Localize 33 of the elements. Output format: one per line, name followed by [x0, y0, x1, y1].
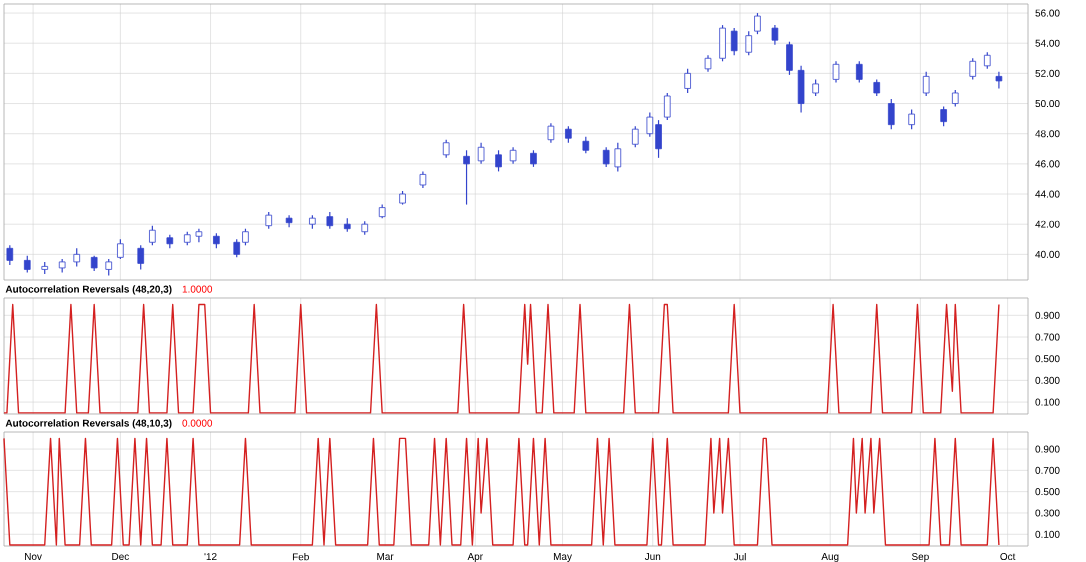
candlestick	[233, 238, 241, 258]
candlestick	[442, 139, 450, 159]
candlestick	[771, 24, 779, 46]
candlestick	[786, 41, 793, 76]
candlestick	[614, 142, 622, 173]
candlestick	[663, 92, 671, 121]
candlestick	[940, 105, 947, 127]
candlestick	[719, 24, 726, 62]
candlestick	[797, 65, 805, 114]
candlestick	[137, 244, 145, 271]
candlestick	[631, 125, 639, 148]
candlestick	[73, 247, 81, 268]
candlestick	[117, 238, 124, 260]
candlestick	[684, 68, 691, 94]
candlestick	[149, 225, 156, 246]
candlestick	[855, 60, 863, 84]
candlestick	[908, 108, 915, 130]
candlestick	[285, 214, 293, 228]
candlestick	[745, 30, 753, 56]
candlestick	[463, 149, 470, 206]
candlestick	[547, 122, 555, 144]
candlestick	[754, 12, 761, 35]
candlestick	[602, 146, 610, 168]
candlestick	[730, 27, 738, 56]
candlestick	[887, 98, 895, 130]
candlestick	[969, 57, 977, 81]
candlestick	[477, 142, 485, 165]
candlestick	[922, 71, 930, 97]
candlestick	[6, 244, 14, 266]
candlestick	[995, 71, 1003, 90]
candlestick	[832, 60, 840, 84]
candlestick	[495, 149, 502, 173]
line-series	[3, 303, 1000, 414]
